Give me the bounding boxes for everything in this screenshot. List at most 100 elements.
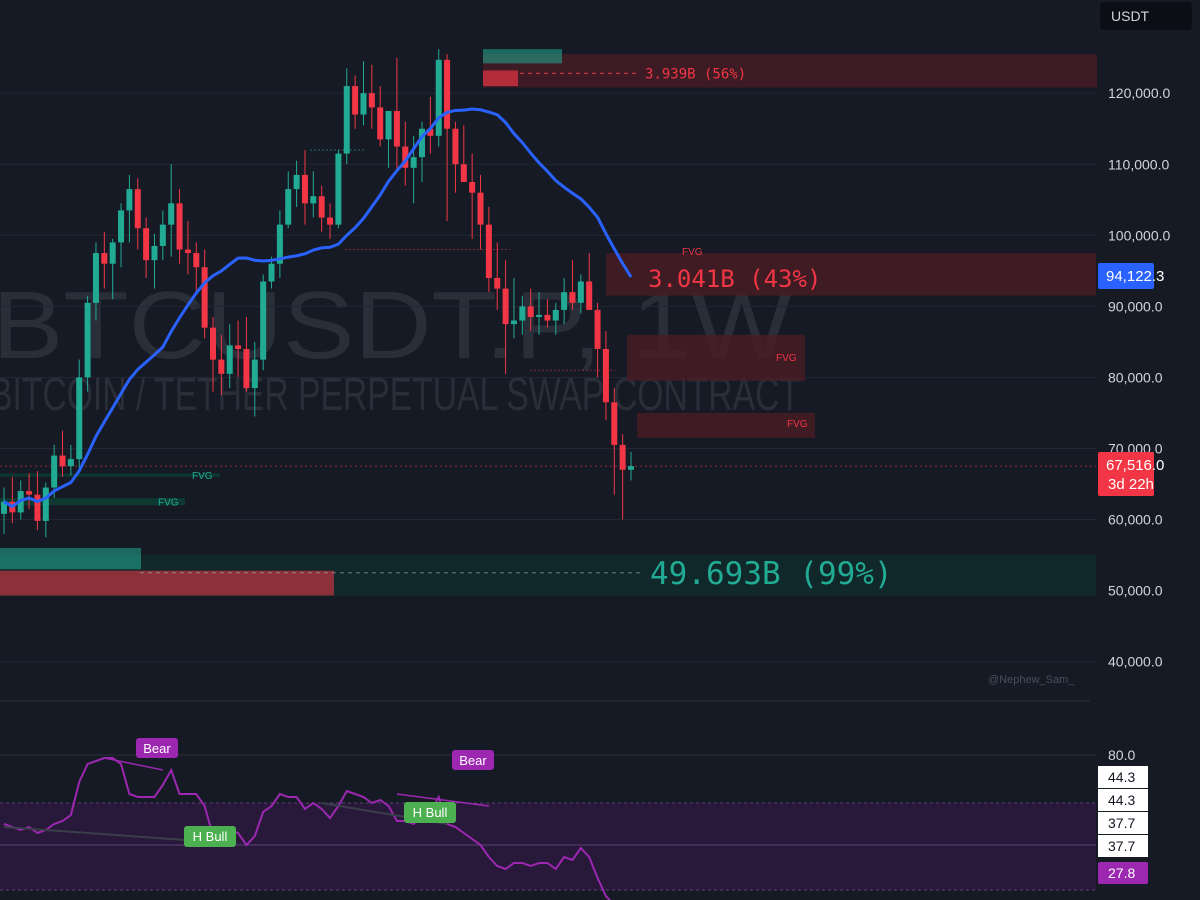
candle-body [460, 164, 467, 183]
candle-body [510, 320, 517, 325]
candle-body [109, 242, 116, 264]
candle-body [452, 128, 459, 165]
candle-body [251, 359, 258, 389]
fvg-label: FVG [787, 419, 808, 430]
bear-divergence-label: Bear [143, 741, 171, 756]
candle-body [159, 224, 166, 246]
last-price-badge [1098, 452, 1154, 496]
fvg-zone-bearish [637, 412, 815, 438]
rsi-line [3, 757, 612, 900]
rsi-level: 37.7 [1108, 815, 1135, 831]
candle-body [276, 224, 283, 264]
price-tick: 110,000.0 [1108, 156, 1169, 172]
candle-body [218, 359, 225, 374]
candle-body [327, 217, 334, 225]
candle-body [26, 491, 33, 495]
attribution: @Nephew_Sam_ [988, 674, 1075, 686]
rsi-level-badge [1098, 835, 1148, 857]
divergence-line [104, 757, 163, 771]
candle-body [1, 501, 7, 514]
divergence-line [396, 793, 489, 807]
rsi-tick: 80.0 [1108, 747, 1135, 763]
candle-body [419, 128, 425, 158]
candle-body [210, 327, 216, 360]
candle-body [469, 182, 476, 193]
resistance-zone [483, 54, 1097, 88]
fvg-zone-bearish [606, 253, 1096, 296]
price-tick: 100,000.0 [1108, 227, 1170, 243]
candle-body [385, 110, 392, 140]
candle-body [393, 110, 400, 147]
price-tick: 40,000.0 [1108, 654, 1163, 670]
volume-zone-bull [483, 49, 562, 64]
moving-average-line[interactable] [3, 107, 633, 509]
candle-body [59, 455, 66, 467]
candle-body [477, 192, 484, 225]
fvg-zones [0, 49, 1097, 597]
currency-badge [1100, 2, 1192, 30]
ma-value-badge [1098, 263, 1154, 289]
candle-body [310, 196, 317, 204]
volume-zone-bear [483, 70, 518, 87]
rsi-level: 37.7 [1108, 838, 1135, 854]
ma-line [3, 107, 633, 509]
hidden-bull-divergence-badge [404, 802, 456, 823]
candle-body [67, 459, 74, 467]
candle-body [536, 314, 543, 318]
ma-value: 94,122.3 [1106, 268, 1164, 285]
divergence-line [3, 826, 214, 843]
candle-body [494, 277, 501, 289]
rsi-level-badge [1098, 766, 1148, 788]
candle-body [126, 189, 133, 211]
candle-body [402, 146, 409, 168]
candle-body [285, 189, 292, 225]
volume-zone-bull [0, 547, 141, 570]
fvg-label: FVG [192, 471, 213, 482]
candle-body [544, 314, 551, 321]
candle-body [410, 157, 417, 168]
rsi-divergence-labels: Bear H Bull H Bull Bear [136, 738, 494, 847]
candle-body [168, 203, 175, 225]
candle-body [76, 377, 83, 460]
bear-divergence-badge [452, 750, 494, 770]
candle-body [377, 107, 384, 140]
candle-body [335, 153, 342, 225]
candle-body [586, 281, 593, 310]
price-tick: 120,000.0 [1108, 85, 1170, 101]
price-badges: USDT 94,122.3 67,516.0 3d 22h 44.3 44.3 … [1098, 2, 1192, 884]
price-tick: 50,000.0 [1108, 583, 1163, 599]
candle-body [577, 281, 584, 303]
candle-body [260, 281, 267, 360]
candle-body [569, 292, 576, 303]
rsi-value: 27.8 [1108, 865, 1135, 881]
currency-label: USDT [1111, 8, 1150, 24]
candle-body [611, 402, 618, 445]
candle-body [602, 348, 609, 403]
candle-body [427, 128, 434, 136]
volume-zone-bear [0, 570, 334, 596]
bear-divergence-badge [136, 738, 178, 758]
hidden-bull-divergence-label: H Bull [413, 805, 448, 820]
volume-label-top: 3.939B (56%) [645, 66, 746, 82]
fvg-label: FVG [682, 247, 703, 258]
volume-label-middle: 3.041B (43%) [648, 265, 821, 293]
candle-body [42, 487, 49, 521]
price-tick: 80,000.0 [1108, 369, 1163, 385]
candle-body [184, 249, 191, 254]
chart-labels: 3.939B (56%) 3.041B (43%) 49.693B (99%) … [158, 66, 1075, 686]
candle-body [343, 86, 350, 154]
candle-body [502, 288, 509, 325]
candle-body [368, 93, 375, 108]
candle-body [84, 302, 91, 378]
candle-body [193, 253, 200, 268]
rsi-level-badge [1098, 789, 1148, 811]
candlestick-series[interactable] [1, 49, 634, 538]
hidden-bull-divergence-badge [184, 826, 236, 847]
rsi-band [0, 803, 1096, 890]
rsi-value-badge [1098, 862, 1148, 884]
fvg-zone-bullish [0, 498, 185, 506]
rsi-panel[interactable] [0, 754, 1096, 900]
